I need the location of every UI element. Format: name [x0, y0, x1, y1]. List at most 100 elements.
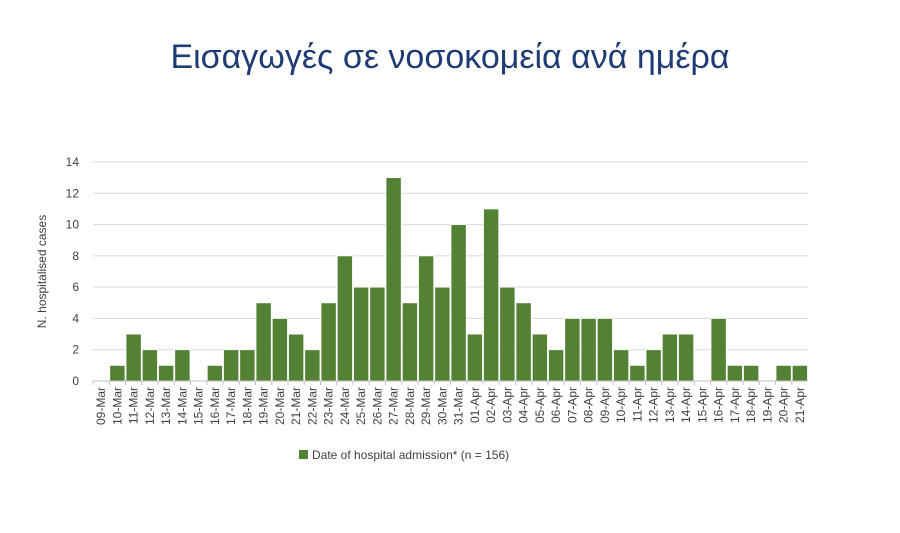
x-tick-label: 06-Apr [549, 387, 563, 423]
y-tick-label: 2 [72, 343, 79, 357]
x-tick-label: 09-Mar [94, 387, 108, 425]
x-tick-label: 17-Mar [224, 387, 238, 425]
y-axis-ticks: 0 2 4 6 8 10 12 14 [66, 155, 80, 388]
bars [109, 177, 808, 382]
bar [645, 349, 662, 382]
y-tick-label: 4 [72, 311, 79, 325]
bar [369, 286, 386, 382]
bar [255, 302, 272, 382]
y-tick-label: 14 [66, 155, 80, 169]
y-tick-label: 10 [66, 218, 80, 232]
bar [450, 224, 467, 382]
bar [434, 286, 451, 382]
bar [775, 364, 792, 382]
x-tick-label: 13-Mar [159, 387, 173, 425]
x-tick-label: 22-Mar [305, 387, 319, 425]
x-tick-label: 05-Apr [533, 387, 547, 423]
bar [336, 255, 353, 382]
bar [499, 286, 516, 382]
y-tick-label: 8 [72, 249, 79, 263]
x-tick-label: 20-Mar [273, 387, 287, 425]
bar [661, 333, 678, 382]
x-tick-label: 11-Mar [127, 387, 141, 424]
legend-label: Date of hospital admission* (n = 156) [312, 448, 509, 462]
x-tick-label: 17-Apr [728, 387, 742, 423]
x-tick-label: 31-Mar [452, 387, 466, 425]
bar [710, 318, 727, 382]
chart-title: Εισαγωγές σε νοσοκομεία ανά ημέρα [170, 38, 730, 76]
bar [304, 349, 321, 382]
y-tick-label: 6 [72, 280, 79, 294]
x-tick-label: 09-Apr [598, 387, 612, 423]
x-tick-label: 23-Mar [322, 387, 336, 425]
x-tick-label: 16-Mar [208, 387, 222, 425]
x-tick-label: 04-Apr [517, 387, 531, 423]
x-tick-label: 24-Mar [338, 387, 352, 425]
x-tick-label: 12-Mar [143, 387, 157, 425]
bar [353, 286, 370, 382]
bar [288, 333, 305, 382]
bar [743, 364, 760, 382]
bar [141, 349, 158, 382]
x-tick-label: 26-Mar [370, 387, 384, 425]
x-tick-label: 21-Apr [793, 387, 807, 423]
x-tick-label: 10-Apr [614, 387, 628, 423]
x-tick-label: 16-Apr [712, 387, 726, 423]
bar [483, 208, 500, 382]
x-tick-label: 20-Apr [777, 387, 791, 423]
bar [613, 349, 630, 382]
x-tick-label: 28-Mar [403, 387, 417, 425]
x-tick-label: 29-Mar [419, 387, 433, 425]
y-tick-label: 12 [66, 186, 80, 200]
x-tick-label: 13-Apr [663, 387, 677, 423]
legend: Date of hospital admission* (n = 156) [299, 448, 509, 462]
bar [125, 333, 142, 382]
x-tick-label: 25-Mar [354, 387, 368, 425]
gridlines [93, 161, 808, 351]
bar [580, 318, 597, 382]
bar [174, 349, 191, 382]
bar [678, 333, 695, 382]
bar [515, 302, 532, 382]
bar [158, 364, 175, 382]
bar [418, 255, 435, 382]
x-tick-label: 01-Apr [468, 387, 482, 423]
x-tick-label: 02-Apr [484, 387, 498, 423]
x-tick-label: 21-Mar [289, 387, 303, 425]
bar [320, 302, 337, 382]
y-tick-label: 0 [72, 374, 79, 388]
bar [109, 364, 126, 382]
bar [629, 364, 646, 382]
bar [385, 177, 402, 382]
bar [223, 349, 240, 382]
y-axis-title: N. hospitalised cases [35, 215, 49, 328]
x-tick-label: 15-Mar [192, 387, 206, 425]
x-tick-label: 27-Mar [387, 387, 401, 425]
x-tick-label: 10-Mar [110, 387, 124, 425]
x-tick-label: 19-Apr [760, 387, 774, 423]
bar [271, 318, 288, 382]
bar [564, 318, 581, 382]
legend-swatch [299, 450, 308, 459]
bar [726, 364, 743, 382]
x-tick-label: 03-Apr [500, 387, 514, 423]
x-tick-label: 19-Mar [257, 387, 271, 425]
bar [401, 302, 418, 382]
x-tick-label: 07-Apr [565, 387, 579, 423]
x-tick-label: 14-Mar [175, 387, 189, 425]
x-tick-label: 15-Apr [695, 387, 709, 423]
x-tick-label: 08-Apr [582, 387, 596, 423]
x-axis-ticks: 09-Mar 10-Mar 11-Mar 12-Mar 13-Mar 14-Mar 15-M… [92, 381, 807, 425]
x-tick-label: 14-Apr [679, 387, 693, 423]
bar [548, 349, 565, 382]
bar [239, 349, 256, 382]
bar [596, 318, 613, 382]
x-tick-label: 30-Mar [435, 387, 449, 425]
bar [466, 333, 483, 382]
x-tick-label: 18-Apr [744, 387, 758, 423]
bar [206, 364, 223, 382]
x-tick-label: 18-Mar [240, 387, 254, 425]
bar [791, 364, 808, 382]
bar [531, 333, 548, 382]
